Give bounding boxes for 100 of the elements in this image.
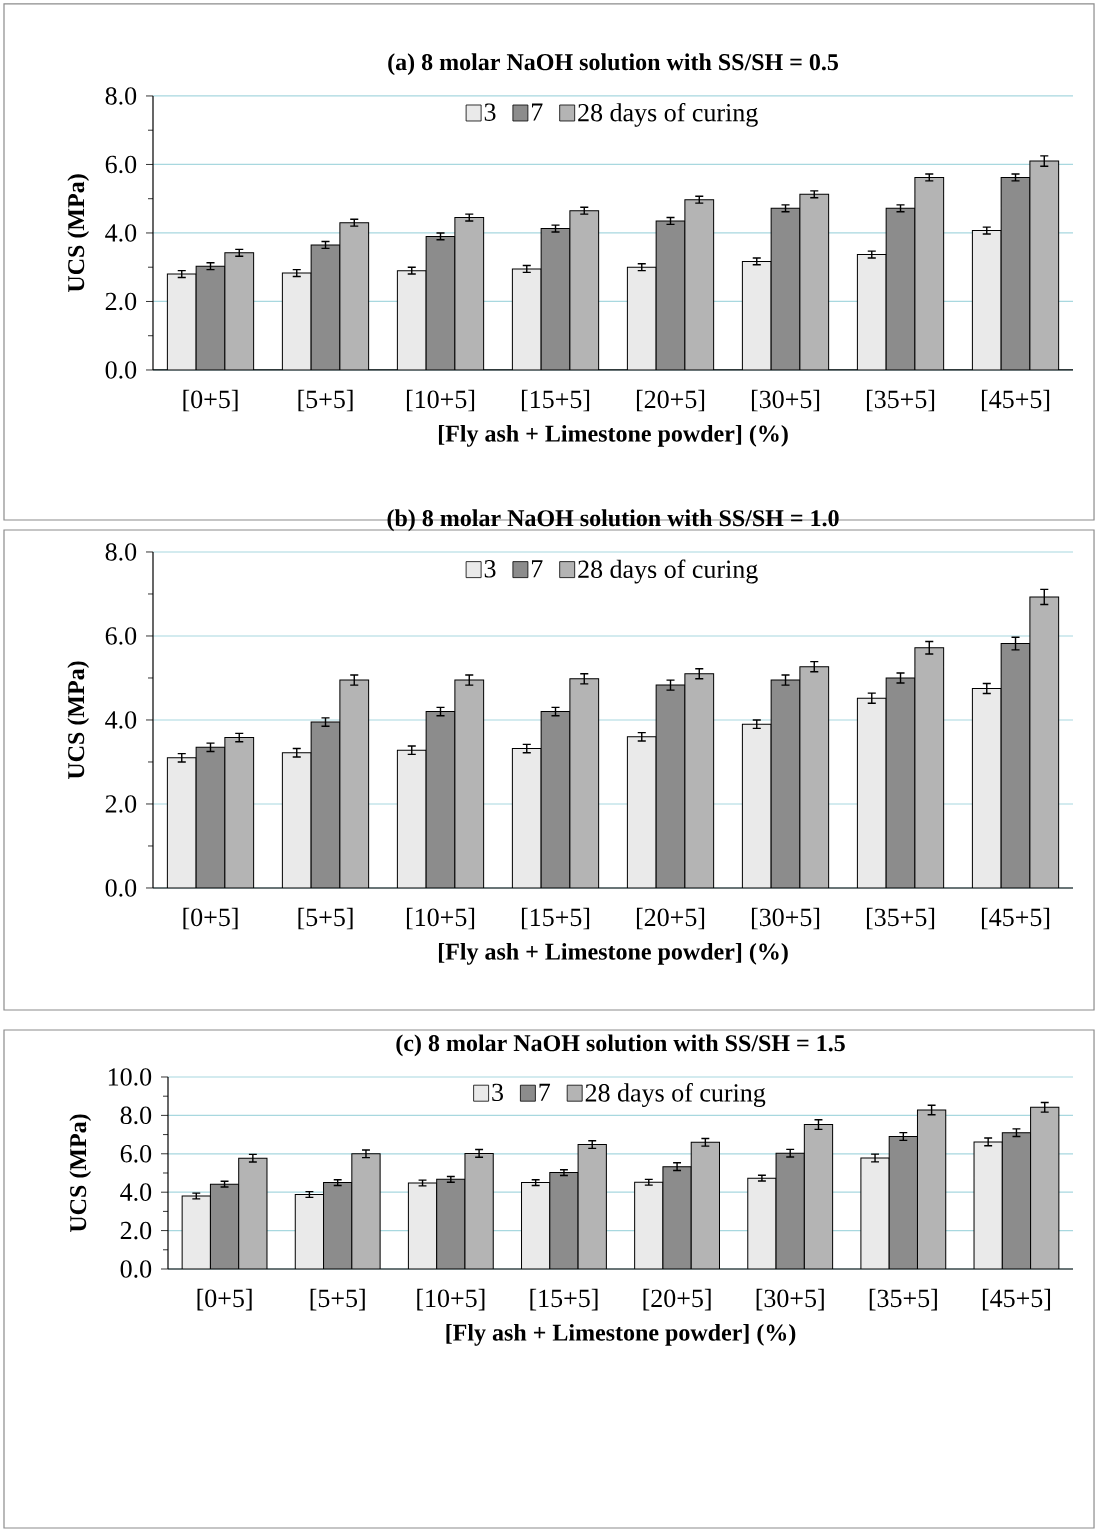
legend-label: 28 days of curing bbox=[585, 1083, 766, 1108]
bar bbox=[311, 722, 340, 888]
bar bbox=[857, 698, 887, 888]
bar bbox=[771, 680, 800, 888]
bar bbox=[224, 252, 254, 370]
bar bbox=[436, 1179, 465, 1269]
bar bbox=[397, 750, 427, 888]
bar bbox=[454, 680, 484, 888]
bar bbox=[224, 737, 254, 888]
bar bbox=[971, 687, 1002, 888]
y-tick-label: 8.0 bbox=[120, 1106, 152, 1125]
bar bbox=[857, 254, 887, 370]
bar bbox=[549, 1172, 579, 1269]
bar bbox=[323, 1182, 352, 1269]
x-tick-label: [0+5] bbox=[197, 1288, 252, 1311]
y-tick-label: 8.0 bbox=[105, 87, 137, 105]
bar bbox=[238, 1158, 267, 1269]
x-tick-label: [45+5] bbox=[982, 1288, 1051, 1311]
bar bbox=[684, 673, 714, 888]
bar bbox=[282, 273, 312, 370]
bar bbox=[1029, 160, 1060, 370]
bar bbox=[167, 274, 197, 370]
bar bbox=[512, 268, 542, 370]
legend-label: 7 bbox=[539, 1083, 551, 1101]
bar bbox=[799, 666, 829, 888]
chart-title: (b) 8 molar NaOH solution with SS/SH = 1.0 bbox=[387, 509, 839, 532]
legend-label: 3 bbox=[484, 103, 496, 121]
x-tick-label: [0+5] bbox=[183, 389, 238, 412]
bar bbox=[541, 711, 570, 888]
bar bbox=[167, 757, 197, 888]
bar bbox=[541, 228, 570, 370]
bar bbox=[569, 678, 599, 888]
y-axis-title: UCS (MPa) bbox=[67, 174, 90, 293]
x-tick-label: [15+5] bbox=[521, 389, 590, 412]
bar bbox=[182, 1196, 211, 1269]
x-tick-label: [15+5] bbox=[530, 1288, 598, 1311]
x-tick-label: [35+5] bbox=[866, 389, 935, 412]
bar bbox=[397, 270, 427, 370]
legend-label: 3 bbox=[492, 1083, 503, 1102]
y-tick-label: 4.0 bbox=[105, 224, 137, 242]
x-tick-label: [10+5] bbox=[406, 389, 475, 412]
bar bbox=[408, 1182, 437, 1269]
bar bbox=[804, 1124, 833, 1269]
bar bbox=[454, 217, 484, 370]
bar bbox=[973, 1141, 1003, 1269]
bar bbox=[1000, 176, 1031, 370]
bar bbox=[656, 220, 685, 370]
bar bbox=[742, 261, 772, 370]
bar bbox=[886, 208, 915, 370]
x-axis-title: [Fly ash + Limestone powder] (%) bbox=[438, 942, 788, 965]
y-tick-label: 0.0 bbox=[120, 1260, 152, 1278]
bar bbox=[971, 230, 1002, 370]
bar bbox=[196, 747, 225, 888]
bar bbox=[1029, 596, 1060, 888]
x-tick-label: [5+5] bbox=[310, 1288, 365, 1311]
y-axis-title: UCS (MPa) bbox=[69, 1114, 92, 1233]
bar bbox=[339, 680, 369, 888]
bar bbox=[776, 1153, 805, 1269]
x-tick-label: [10+5] bbox=[406, 907, 475, 930]
x-tick-label: [35+5] bbox=[866, 907, 935, 930]
y-tick-label: 2.0 bbox=[105, 292, 137, 311]
chart-title: (a) 8 molar NaOH solution with SS/SH = 0.5 bbox=[388, 53, 838, 76]
bar bbox=[914, 177, 944, 370]
bar bbox=[691, 1142, 720, 1269]
bar bbox=[747, 1178, 777, 1269]
y-tick-label: 4.0 bbox=[120, 1183, 152, 1202]
bar bbox=[886, 677, 915, 888]
bar bbox=[889, 1136, 918, 1269]
y-tick-label: 6.0 bbox=[105, 627, 137, 645]
bar bbox=[196, 266, 225, 370]
bar bbox=[339, 222, 369, 370]
bar bbox=[282, 752, 312, 888]
bar bbox=[464, 1153, 494, 1269]
x-tick-label: [20+5] bbox=[636, 389, 705, 412]
y-tick-label: 4.0 bbox=[105, 711, 137, 729]
y-tick-label: 0.0 bbox=[105, 361, 137, 379]
y-tick-label: 2.0 bbox=[120, 1221, 152, 1240]
y-axis-title: UCS (MPa) bbox=[67, 661, 90, 780]
x-tick-label: [45+5] bbox=[981, 389, 1050, 412]
x-tick-label: [5+5] bbox=[298, 907, 353, 930]
bar bbox=[1000, 643, 1031, 888]
bar bbox=[634, 1182, 663, 1269]
bar bbox=[656, 685, 685, 888]
bar bbox=[311, 244, 340, 370]
bar bbox=[210, 1184, 239, 1269]
chart-title: (c) 8 molar NaOH solution with SS/SH = 1.5 bbox=[396, 1034, 845, 1057]
x-tick-label: [5+5] bbox=[298, 389, 353, 412]
legend-label: 28 days of curing bbox=[578, 102, 758, 127]
y-tick-label: 6.0 bbox=[120, 1144, 152, 1163]
x-axis-title: [Fly ash + Limestone powder] (%) bbox=[438, 424, 788, 447]
bar bbox=[860, 1158, 890, 1269]
bar bbox=[426, 236, 455, 370]
bar bbox=[295, 1194, 324, 1269]
legend-label: 7 bbox=[532, 560, 543, 578]
bar bbox=[1001, 1132, 1032, 1269]
x-tick-label: [45+5] bbox=[981, 907, 1050, 930]
bar bbox=[662, 1166, 692, 1269]
x-tick-label: [0+5] bbox=[183, 907, 238, 930]
bar bbox=[521, 1182, 550, 1269]
bar bbox=[684, 199, 714, 370]
